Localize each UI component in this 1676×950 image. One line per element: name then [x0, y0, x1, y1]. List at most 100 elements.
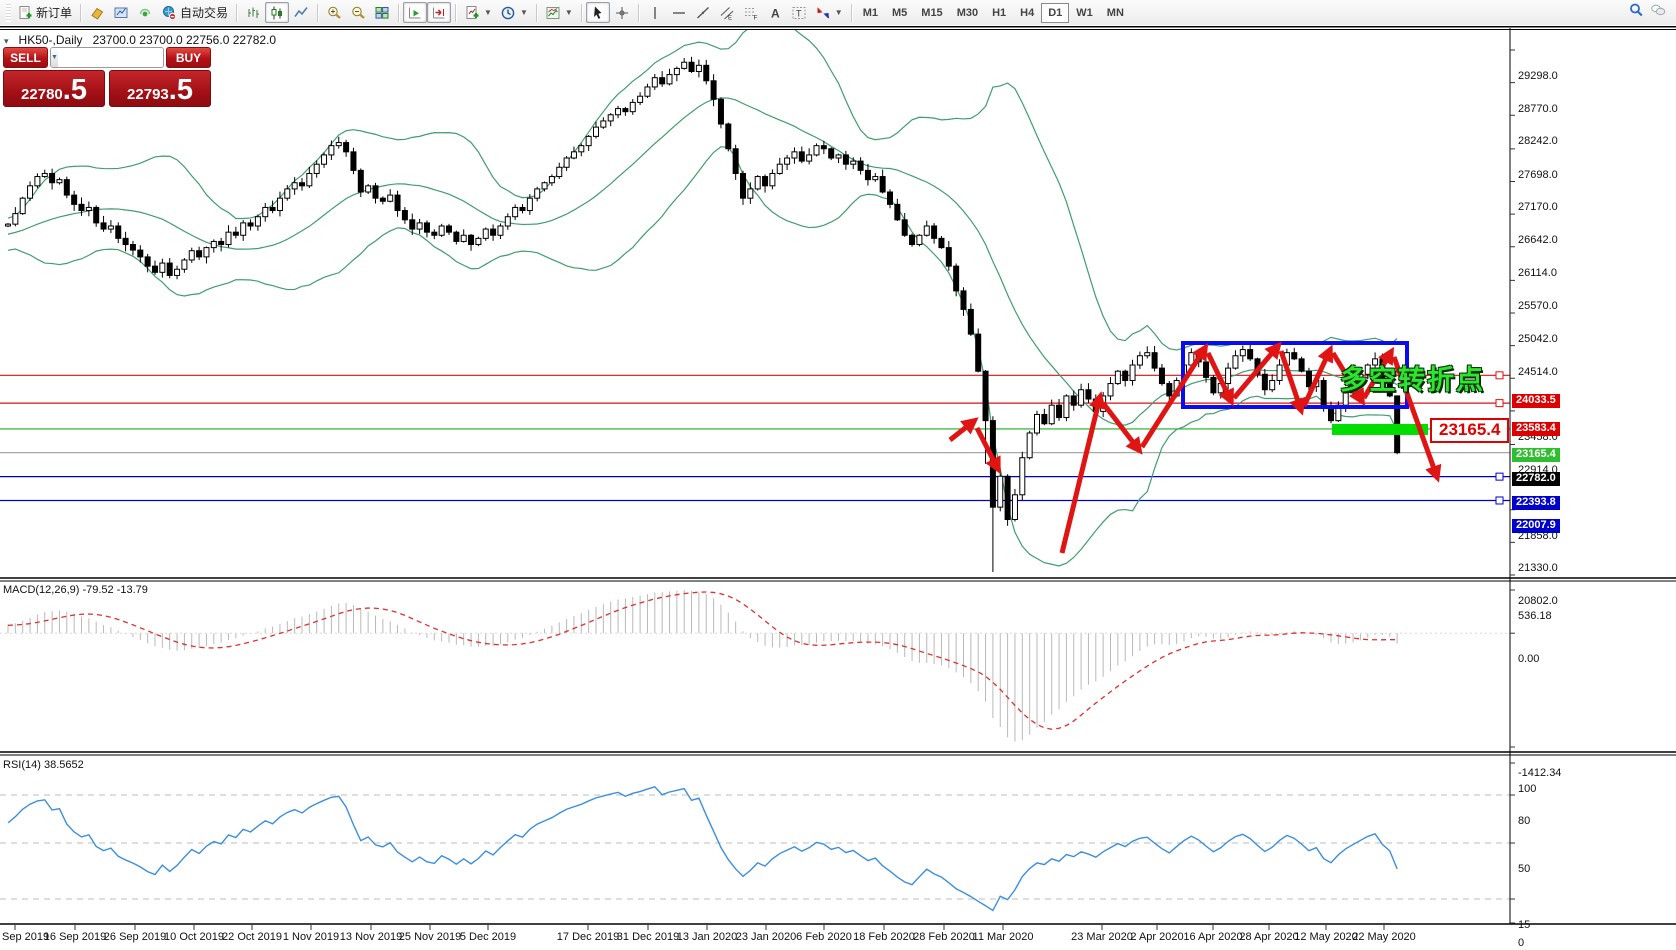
chevron-down-icon[interactable]: ▼: [519, 8, 528, 17]
price-axis-label: 26642.0: [1518, 234, 1558, 247]
channel-button[interactable]: E: [715, 2, 739, 23]
date-axis-label[interactable]: 31 Dec 2019: [616, 931, 680, 943]
zigzag-arrow: [1139, 342, 1209, 449]
timeframe-d1-button[interactable]: D1: [1041, 2, 1070, 23]
vertical-line-button[interactable]: [643, 2, 667, 23]
buy-price-frac: .5: [168, 74, 193, 106]
chevron-down-icon[interactable]: ▼: [564, 8, 573, 17]
price-axis-label: 27170.0: [1518, 201, 1558, 214]
date-axis-label[interactable]: 13 Nov 2019: [339, 931, 403, 943]
horizontal-line-button[interactable]: [667, 2, 691, 23]
rsi-axis-label: 50: [1518, 863, 1531, 875]
sell-button[interactable]: SELL: [3, 47, 48, 68]
price-axis-label: 25570.0: [1518, 300, 1558, 313]
toolbar-button-label: 自动交易: [180, 6, 229, 20]
date-axis-label[interactable]: 23 Mar 2020: [1071, 931, 1133, 943]
price-chip-22393.8: 22393.8: [1512, 495, 1560, 510]
cursor-button[interactable]: [585, 2, 610, 23]
date-axis-label[interactable]: 11 Mar 2020: [972, 931, 1034, 943]
chevron-down-icon[interactable]: ▼: [484, 8, 492, 17]
buy-price-display[interactable]: 22793 .5: [109, 70, 211, 107]
timeframe-m15-button[interactable]: M15: [921, 6, 943, 19]
charts-window-button[interactable]: [109, 2, 133, 23]
text-button[interactable]: A: [763, 2, 787, 23]
chart-shift-button[interactable]: [427, 2, 452, 23]
timeframe-m5-button[interactable]: M5: [892, 6, 908, 19]
fibonacci-button[interactable]: F: [739, 2, 763, 23]
date-axis-label[interactable]: 6 Feb 2020: [796, 931, 852, 943]
signals-button[interactable]: [133, 2, 157, 23]
volume-input[interactable]: [57, 48, 163, 67]
chart-line-button[interactable]: [289, 2, 313, 23]
indicators-button[interactable]: ▼: [460, 2, 496, 23]
date-axis-label[interactable]: 28 Apr 2020: [1239, 931, 1299, 943]
date-axis-label[interactable]: 22 May 2020: [1352, 931, 1416, 943]
date-axis-label[interactable]: 5 Dec 2019: [459, 931, 517, 943]
signals-icon: [139, 8, 151, 16]
macd-axis-label: 0.00: [1518, 653, 1540, 666]
new-order-button[interactable]: 新订单: [13, 2, 76, 23]
date-axis-label[interactable]: 18 Feb 2020: [853, 931, 915, 943]
date-axis-label[interactable]: 26 Sep 2019: [103, 931, 167, 943]
timeframe-mn-button[interactable]: MN: [1106, 6, 1124, 19]
timeframe-h1-button[interactable]: H1: [992, 6, 1007, 19]
chart-icon: ▾: [4, 36, 9, 46]
autotrading-icon: [163, 5, 177, 20]
date-axis-label[interactable]: 16 Sep 2019: [43, 931, 107, 943]
zigzag-arrow: [974, 426, 1001, 475]
date-axis-label[interactable]: 13 Jan 2020: [676, 931, 738, 943]
svg-text:A: A: [771, 6, 780, 20]
chart-candles-button[interactable]: [265, 2, 290, 23]
toolbar-separator: [80, 3, 82, 22]
date-axis-label[interactable]: 25 Nov 2019: [398, 931, 462, 943]
date-axis-label[interactable]: Sep 2019: [2, 931, 50, 943]
price-chip-22007.9: 22007.9: [1512, 519, 1560, 534]
svg-text:E: E: [728, 15, 732, 21]
date-axis-label[interactable]: 17 Dec 2019: [556, 931, 620, 943]
cursor-icon: [593, 6, 602, 19]
volume-decrease-button[interactable]: ▼: [51, 48, 58, 67]
bollinger-lower-band: [7, 146, 1398, 567]
turning-point-annotation: 多空转折点: [1340, 365, 1485, 395]
arrows-button[interactable]: ▼: [811, 2, 847, 23]
date-axis-label[interactable]: 10 Oct 2019: [164, 931, 224, 943]
date-axis-label[interactable]: 28 Feb 2020: [913, 931, 975, 943]
chart-candles-icon: [271, 6, 283, 19]
chat-button[interactable]: [1650, 2, 1666, 23]
timeframe-m30-button[interactable]: M30: [956, 6, 979, 19]
new-order-icon: [19, 5, 32, 19]
chart-bars-button[interactable]: [241, 2, 265, 23]
zoom-in-button[interactable]: [322, 2, 346, 23]
toolbar-right: [1628, 2, 1672, 23]
autoscroll-button[interactable]: [403, 2, 428, 23]
channel-icon: E: [720, 6, 734, 21]
timeframe-w1-button[interactable]: W1: [1076, 6, 1093, 19]
date-axis-label[interactable]: 23 Jan 2020: [735, 931, 797, 943]
chevron-down-icon[interactable]: ▼: [834, 8, 843, 17]
template-button[interactable]: ▼: [541, 2, 577, 23]
date-axis-label[interactable]: 16 Apr 2020: [1183, 931, 1243, 943]
tile-windows-button[interactable]: [370, 2, 394, 23]
price-axis-label: 24514.0: [1518, 365, 1558, 378]
price-chip-23165.4: 23165.4: [1512, 447, 1560, 462]
timeframe-h4-button[interactable]: H4: [1020, 6, 1035, 19]
search-button[interactable]: [1628, 2, 1644, 23]
periods-button[interactable]: ▼: [496, 2, 532, 23]
terminal-button[interactable]: [85, 2, 109, 23]
date-axis-label[interactable]: 2 Apr 2020: [1130, 931, 1184, 943]
autotrading-button[interactable]: 自动交易: [157, 2, 232, 23]
zoom-out-button[interactable]: [346, 2, 370, 23]
date-axis-label[interactable]: 1 Nov 2019: [282, 931, 340, 943]
trendline-button[interactable]: [691, 2, 715, 23]
buy-button[interactable]: BUY: [166, 47, 211, 68]
buy-price-int: 22793: [127, 86, 169, 103]
macd-signal-line: [7, 591, 1398, 730]
date-axis-label[interactable]: 22 Oct 2019: [222, 931, 282, 943]
sell-price-display[interactable]: 22780 .5: [3, 70, 105, 107]
text-label-button[interactable]: T: [787, 2, 811, 23]
rsi-axis-label: 15: [1518, 919, 1531, 931]
chart-canvas[interactable]: [0, 26, 1676, 950]
date-axis-label[interactable]: 12 May 2020: [1294, 931, 1358, 943]
timeframe-m1-button[interactable]: M1: [862, 6, 878, 19]
crosshair-button[interactable]: [610, 2, 634, 23]
